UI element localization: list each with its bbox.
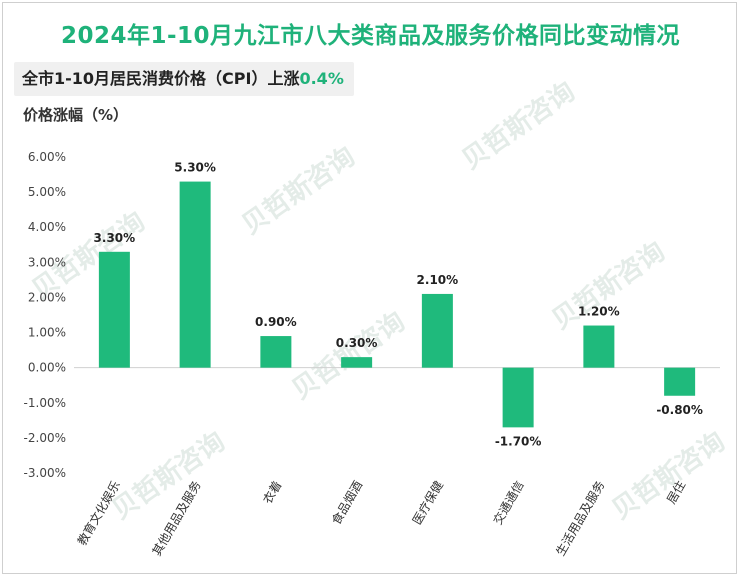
watermark-text: 贝哲斯咨询 <box>236 141 360 241</box>
x-category-label: 医疗保健 <box>410 479 446 528</box>
bar <box>421 293 453 368</box>
y-tick-label: -1.00% <box>24 396 66 410</box>
bar <box>179 181 211 368</box>
x-category-label: 衣着 <box>259 478 284 506</box>
watermark-text: 贝哲斯咨询 <box>286 306 410 406</box>
data-label: -1.70% <box>495 434 542 448</box>
cpi-summary-text: 全市1-10月居民消费价格（CPI）上涨 <box>22 69 300 88</box>
y-tick-label: -3.00% <box>24 466 66 480</box>
chart-title: 2024年1-10月九江市八大类商品及服务价格同比变动情况 <box>60 23 681 49</box>
y-tick-label: 4.00% <box>28 220 66 234</box>
bar <box>341 357 373 368</box>
y-tick-label: 5.00% <box>28 185 66 199</box>
y-tick-label: 2.00% <box>28 290 66 304</box>
cpi-summary: 全市1-10月居民消费价格（CPI）上涨0.4% <box>14 62 354 96</box>
data-label: 3.30% <box>94 231 136 245</box>
bar <box>502 367 534 428</box>
bar <box>664 367 696 396</box>
x-category-label: 交通通信 <box>490 478 527 527</box>
bar <box>98 251 130 368</box>
y-tick-label: 3.00% <box>28 255 66 269</box>
y-tick-label: 1.00% <box>28 326 66 340</box>
bar <box>583 325 615 368</box>
y-axis-label: 价格涨幅（%） <box>23 106 129 124</box>
y-tick-label: 0.00% <box>28 361 66 375</box>
data-label: 0.30% <box>336 336 378 350</box>
cpi-summary-value: 0.4% <box>299 69 344 88</box>
watermark-text: 贝哲斯咨询 <box>606 426 730 526</box>
bar <box>260 336 292 368</box>
x-category-label: 食品烟酒 <box>328 478 365 527</box>
data-label: 2.10% <box>417 273 459 287</box>
watermark-text: 贝哲斯咨询 <box>456 76 580 176</box>
data-label: 5.30% <box>174 161 216 175</box>
watermark-text: 贝哲斯咨询 <box>546 236 670 336</box>
data-label: 0.90% <box>255 315 297 329</box>
y-tick-label: 6.00% <box>28 150 66 164</box>
data-label: -0.80% <box>656 403 703 417</box>
x-category-label: 生活用品及服务 <box>552 478 607 558</box>
watermark-text: 贝哲斯咨询 <box>106 426 230 526</box>
y-tick-label: -2.00% <box>24 431 66 445</box>
data-label: 1.20% <box>578 305 620 319</box>
